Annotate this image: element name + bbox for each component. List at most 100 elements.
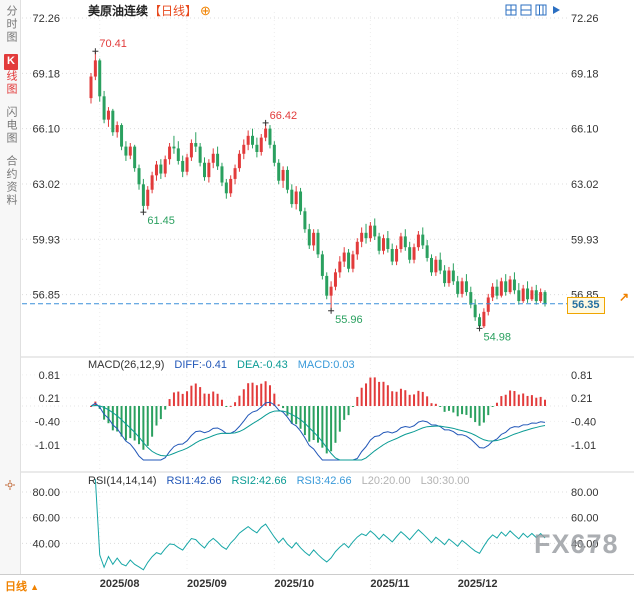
macd-histogram-bar <box>365 383 368 406</box>
candlestick <box>176 148 180 161</box>
candlestick <box>443 270 447 284</box>
price-axis-label-right: 59.93 <box>571 234 599 246</box>
candlestick <box>517 290 521 302</box>
period-selector[interactable]: 日线 ▲ <box>5 578 39 594</box>
period-tag[interactable]: 【日线】 <box>149 4 198 18</box>
candlestick <box>264 128 268 138</box>
sidebar-item-lightning-chart[interactable]: 闪电图 <box>0 101 22 150</box>
macd-histogram-bar <box>334 406 337 443</box>
rsi-l30-value: L30:30.00 <box>420 475 470 487</box>
candlestick <box>351 254 355 269</box>
add-indicator-icon[interactable]: ⊕ <box>200 2 211 18</box>
macd-histogram-bar <box>399 388 402 406</box>
candlestick <box>242 144 246 154</box>
annotation-label: 55.96 <box>335 314 363 326</box>
macd-histogram-bar <box>212 391 215 406</box>
candlestick <box>115 125 119 133</box>
candlestick <box>181 160 185 172</box>
candlestick <box>338 261 342 273</box>
watermark: FX678 <box>534 529 619 559</box>
macd-histogram-bar <box>151 406 154 437</box>
macd-histogram-bar <box>172 392 175 406</box>
candlestick <box>386 238 390 249</box>
sidebar-item-kline-chart[interactable]: K线图 <box>0 49 22 101</box>
macd-histogram-bar <box>103 406 106 420</box>
date-label: 2025/09 <box>187 578 227 590</box>
layout-split-icon[interactable] <box>520 3 532 16</box>
macd-histogram-bar <box>107 406 110 424</box>
layout-toolbar <box>505 3 562 16</box>
rsi1-value: RSI1:42.66 <box>166 475 222 487</box>
sidebar-item-label: 分时图 <box>5 5 17 44</box>
macd-histogram-bar <box>242 389 245 406</box>
macd-histogram-bar <box>513 391 516 406</box>
candlestick <box>224 182 228 194</box>
layout-quad-icon[interactable] <box>505 3 517 16</box>
macd-histogram-bar <box>500 396 503 406</box>
macd-histogram-bar <box>225 406 228 407</box>
macd-histogram-bar <box>260 383 263 406</box>
candlestick <box>451 270 455 282</box>
macd-histogram-bar <box>461 406 464 415</box>
sidebar-item-label: 线图 <box>5 70 17 96</box>
candlestick <box>141 184 145 206</box>
rsi-header: RSI(14,14,14) RSI1:42.66 RSI2:42.66 RSI3… <box>88 475 470 487</box>
macd-macd-value: MACD:0.03 <box>297 359 355 371</box>
macd-histogram-bar <box>517 394 520 406</box>
candlestick <box>390 248 394 262</box>
candlestick <box>312 232 316 246</box>
macd-histogram-bar <box>229 405 232 407</box>
layout-columns-icon[interactable] <box>535 3 547 16</box>
macd-histogram-bar <box>203 393 206 406</box>
macd-histogram-bar <box>155 406 158 426</box>
macd-histogram-bar <box>277 404 280 406</box>
macd-histogram-bar <box>482 406 485 423</box>
period-selector-label: 日线 <box>5 581 27 593</box>
candlestick <box>464 281 468 293</box>
candlestick <box>111 110 115 133</box>
macd-histogram-bar <box>177 391 180 406</box>
candlestick <box>237 153 241 169</box>
macd-axis-label-left: -1.01 <box>35 440 60 452</box>
candlestick <box>333 272 337 287</box>
candlestick <box>203 162 206 178</box>
macd-histogram-bar <box>194 383 197 406</box>
price-up-arrow-icon: ↗ <box>619 290 630 304</box>
last-price-box: 56.35 <box>567 297 605 314</box>
candlestick <box>412 247 416 260</box>
candlestick <box>342 252 346 262</box>
macd-axis-label-right: 0.21 <box>571 393 592 405</box>
date-label: 2025/11 <box>370 578 410 590</box>
price-axis-label-right: 66.10 <box>571 124 599 136</box>
macd-axis-label-right: -0.40 <box>571 416 596 428</box>
date-label: 2025/10 <box>274 578 315 590</box>
rsi-axis-label-right: 40.00 <box>571 538 599 550</box>
candlestick <box>456 281 460 294</box>
price-axis-label-right: 69.18 <box>571 68 599 80</box>
indicator-settings-icon[interactable] <box>5 477 15 495</box>
candlestick <box>98 60 102 97</box>
candlestick <box>281 169 285 181</box>
date-label: 2025/12 <box>457 578 498 590</box>
rsi-axis-label-left: 60.00 <box>32 513 60 525</box>
sidebar-item-time-chart[interactable]: 分时图 <box>0 0 22 49</box>
sidebar-item-contract-info[interactable]: 合约资料 <box>0 150 22 212</box>
candlestick <box>246 135 250 145</box>
candlestick <box>543 292 547 304</box>
sidebar: 分时图 K线图 闪电图 合约资料 <box>0 0 21 575</box>
macd-axis-label-left: -0.40 <box>35 416 60 428</box>
macd-histogram-bar <box>164 406 167 410</box>
macd-histogram-bar <box>421 391 424 406</box>
macd-histogram-bar <box>408 394 411 406</box>
play-icon[interactable] <box>550 3 562 15</box>
candlestick <box>478 317 482 327</box>
macd-histogram-bar <box>238 395 241 406</box>
macd-histogram-bar <box>504 394 507 406</box>
candlestick <box>159 164 163 174</box>
candlestick <box>285 169 289 190</box>
macd-histogram-bar <box>321 406 324 448</box>
candlestick <box>172 146 176 149</box>
candlestick <box>137 168 141 185</box>
candlestick <box>395 248 399 262</box>
